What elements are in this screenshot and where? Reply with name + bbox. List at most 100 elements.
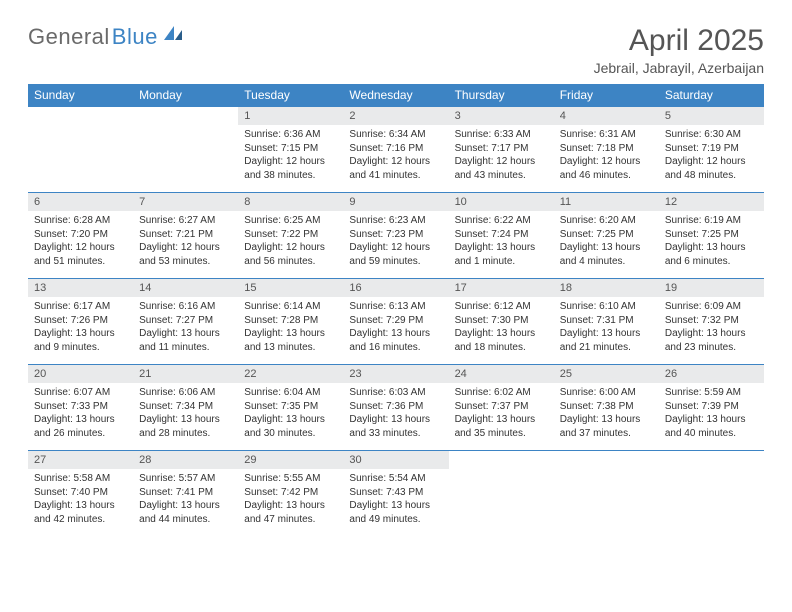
day-header: Friday [554,84,659,107]
calendar-cell: 18Sunrise: 6:10 AMSunset: 7:31 PMDayligh… [554,279,659,365]
day-number: 28 [133,451,238,469]
calendar-cell: 25Sunrise: 6:00 AMSunset: 7:38 PMDayligh… [554,365,659,451]
logo: GeneralBlue [28,24,184,50]
day-number: 30 [343,451,448,469]
calendar-cell: 8Sunrise: 6:25 AMSunset: 7:22 PMDaylight… [238,193,343,279]
day-data: Sunrise: 6:16 AMSunset: 7:27 PMDaylight:… [133,297,238,360]
calendar-week-row: 13Sunrise: 6:17 AMSunset: 7:26 PMDayligh… [28,279,764,365]
calendar-cell: 21Sunrise: 6:06 AMSunset: 7:34 PMDayligh… [133,365,238,451]
calendar-cell: 9Sunrise: 6:23 AMSunset: 7:23 PMDaylight… [343,193,448,279]
day-data: Sunrise: 6:34 AMSunset: 7:16 PMDaylight:… [343,125,448,188]
calendar-week-row: 6Sunrise: 6:28 AMSunset: 7:20 PMDaylight… [28,193,764,279]
day-data: Sunrise: 5:54 AMSunset: 7:43 PMDaylight:… [343,469,448,532]
calendar-cell: 14Sunrise: 6:16 AMSunset: 7:27 PMDayligh… [133,279,238,365]
location: Jebrail, Jabrayil, Azerbaijan [594,60,764,76]
calendar-cell [133,107,238,193]
calendar-cell [28,107,133,193]
day-number: 26 [659,365,764,383]
day-number: 20 [28,365,133,383]
calendar-week-row: 20Sunrise: 6:07 AMSunset: 7:33 PMDayligh… [28,365,764,451]
calendar-cell: 30Sunrise: 5:54 AMSunset: 7:43 PMDayligh… [343,451,448,537]
day-number: 24 [449,365,554,383]
day-number: 12 [659,193,764,211]
calendar-cell: 27Sunrise: 5:58 AMSunset: 7:40 PMDayligh… [28,451,133,537]
calendar-cell [659,451,764,537]
day-data: Sunrise: 5:59 AMSunset: 7:39 PMDaylight:… [659,383,764,446]
day-data: Sunrise: 6:12 AMSunset: 7:30 PMDaylight:… [449,297,554,360]
day-header: Monday [133,84,238,107]
calendar-cell: 16Sunrise: 6:13 AMSunset: 7:29 PMDayligh… [343,279,448,365]
day-header-row: SundayMondayTuesdayWednesdayThursdayFrid… [28,84,764,107]
header-row: GeneralBlue April 2025 Jebrail, Jabrayil… [28,24,764,76]
day-data: Sunrise: 6:03 AMSunset: 7:36 PMDaylight:… [343,383,448,446]
day-number: 21 [133,365,238,383]
logo-text-gray: General [28,24,110,50]
day-data: Sunrise: 6:23 AMSunset: 7:23 PMDaylight:… [343,211,448,274]
day-data: Sunrise: 5:55 AMSunset: 7:42 PMDaylight:… [238,469,343,532]
day-data: Sunrise: 5:58 AMSunset: 7:40 PMDaylight:… [28,469,133,532]
calendar-cell: 7Sunrise: 6:27 AMSunset: 7:21 PMDaylight… [133,193,238,279]
day-number: 23 [343,365,448,383]
calendar-cell: 13Sunrise: 6:17 AMSunset: 7:26 PMDayligh… [28,279,133,365]
calendar-cell: 10Sunrise: 6:22 AMSunset: 7:24 PMDayligh… [449,193,554,279]
day-number: 4 [554,107,659,125]
day-data: Sunrise: 6:31 AMSunset: 7:18 PMDaylight:… [554,125,659,188]
calendar-cell: 15Sunrise: 6:14 AMSunset: 7:28 PMDayligh… [238,279,343,365]
day-data: Sunrise: 6:22 AMSunset: 7:24 PMDaylight:… [449,211,554,274]
calendar-cell: 12Sunrise: 6:19 AMSunset: 7:25 PMDayligh… [659,193,764,279]
day-data: Sunrise: 6:09 AMSunset: 7:32 PMDaylight:… [659,297,764,360]
day-number: 16 [343,279,448,297]
calendar-cell: 3Sunrise: 6:33 AMSunset: 7:17 PMDaylight… [449,107,554,193]
logo-sail-icon [162,24,184,47]
day-data: Sunrise: 6:10 AMSunset: 7:31 PMDaylight:… [554,297,659,360]
day-number: 10 [449,193,554,211]
day-number: 11 [554,193,659,211]
day-data: Sunrise: 6:33 AMSunset: 7:17 PMDaylight:… [449,125,554,188]
calendar-cell: 5Sunrise: 6:30 AMSunset: 7:19 PMDaylight… [659,107,764,193]
calendar-cell: 26Sunrise: 5:59 AMSunset: 7:39 PMDayligh… [659,365,764,451]
day-number: 19 [659,279,764,297]
day-data: Sunrise: 6:36 AMSunset: 7:15 PMDaylight:… [238,125,343,188]
calendar-cell: 6Sunrise: 6:28 AMSunset: 7:20 PMDaylight… [28,193,133,279]
logo-text-blue: Blue [112,24,158,50]
calendar-cell: 22Sunrise: 6:04 AMSunset: 7:35 PMDayligh… [238,365,343,451]
day-data: Sunrise: 6:04 AMSunset: 7:35 PMDaylight:… [238,383,343,446]
day-data: Sunrise: 6:13 AMSunset: 7:29 PMDaylight:… [343,297,448,360]
day-data: Sunrise: 5:57 AMSunset: 7:41 PMDaylight:… [133,469,238,532]
day-number: 15 [238,279,343,297]
day-number: 27 [28,451,133,469]
day-data: Sunrise: 6:19 AMSunset: 7:25 PMDaylight:… [659,211,764,274]
day-header: Tuesday [238,84,343,107]
day-number: 22 [238,365,343,383]
calendar-cell: 20Sunrise: 6:07 AMSunset: 7:33 PMDayligh… [28,365,133,451]
day-number: 7 [133,193,238,211]
day-data: Sunrise: 6:02 AMSunset: 7:37 PMDaylight:… [449,383,554,446]
day-data: Sunrise: 6:25 AMSunset: 7:22 PMDaylight:… [238,211,343,274]
day-data: Sunrise: 6:07 AMSunset: 7:33 PMDaylight:… [28,383,133,446]
day-number: 5 [659,107,764,125]
day-number: 29 [238,451,343,469]
calendar-week-row: 1Sunrise: 6:36 AMSunset: 7:15 PMDaylight… [28,107,764,193]
day-data: Sunrise: 6:20 AMSunset: 7:25 PMDaylight:… [554,211,659,274]
day-header: Saturday [659,84,764,107]
calendar-week-row: 27Sunrise: 5:58 AMSunset: 7:40 PMDayligh… [28,451,764,537]
title-block: April 2025 Jebrail, Jabrayil, Azerbaijan [594,24,764,76]
calendar-cell: 29Sunrise: 5:55 AMSunset: 7:42 PMDayligh… [238,451,343,537]
day-data: Sunrise: 6:17 AMSunset: 7:26 PMDaylight:… [28,297,133,360]
calendar-cell: 1Sunrise: 6:36 AMSunset: 7:15 PMDaylight… [238,107,343,193]
day-number: 2 [343,107,448,125]
calendar-cell: 28Sunrise: 5:57 AMSunset: 7:41 PMDayligh… [133,451,238,537]
calendar-cell: 17Sunrise: 6:12 AMSunset: 7:30 PMDayligh… [449,279,554,365]
day-data: Sunrise: 6:00 AMSunset: 7:38 PMDaylight:… [554,383,659,446]
calendar-cell [554,451,659,537]
day-data: Sunrise: 6:28 AMSunset: 7:20 PMDaylight:… [28,211,133,274]
calendar-table: SundayMondayTuesdayWednesdayThursdayFrid… [28,84,764,537]
day-data: Sunrise: 6:27 AMSunset: 7:21 PMDaylight:… [133,211,238,274]
day-number: 13 [28,279,133,297]
month-title: April 2025 [594,24,764,58]
calendar-cell: 19Sunrise: 6:09 AMSunset: 7:32 PMDayligh… [659,279,764,365]
day-header: Wednesday [343,84,448,107]
day-number: 8 [238,193,343,211]
day-number: 14 [133,279,238,297]
day-header: Sunday [28,84,133,107]
